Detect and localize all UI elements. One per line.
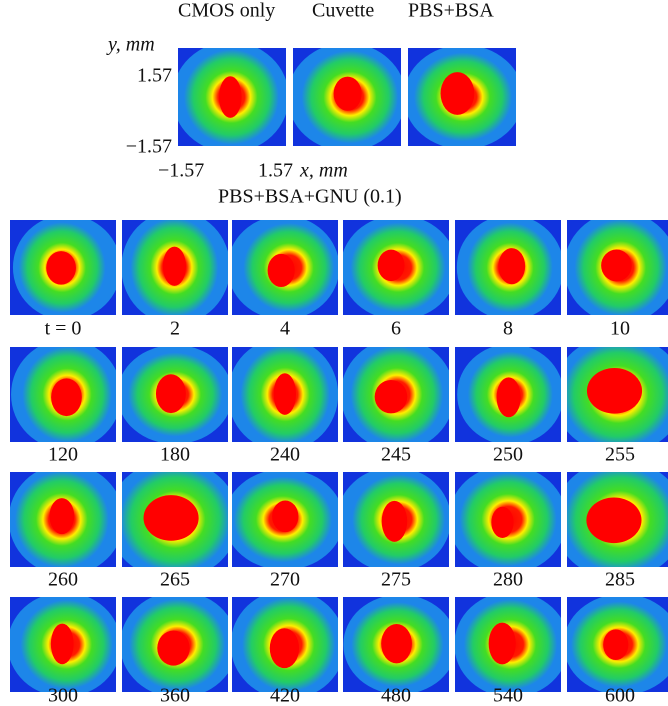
heatmap-core <box>498 248 525 284</box>
heatmap <box>564 594 668 695</box>
heatmap-core <box>375 380 408 413</box>
panel-label: 255 <box>605 444 635 466</box>
heatmap-core <box>497 377 521 417</box>
heatmap <box>228 338 339 451</box>
heatmap-core <box>49 498 74 534</box>
section-title: PBS+BSA+GNU (0.1) <box>218 186 402 208</box>
heatmap <box>9 464 124 575</box>
column-label: CMOS only <box>178 0 275 22</box>
heatmap <box>8 592 121 697</box>
heatmap-core <box>603 629 628 660</box>
panel-label: 240 <box>270 444 300 466</box>
heatmap-core <box>272 501 298 533</box>
panel-label: 2 <box>170 318 180 340</box>
heatmap-core <box>156 374 186 413</box>
heatmap-core <box>51 378 82 416</box>
heatmap <box>117 345 232 444</box>
heatmap-core <box>586 497 641 543</box>
heatmap <box>553 335 668 455</box>
heatmap-core <box>219 76 242 118</box>
heatmap <box>172 42 288 153</box>
x-tick-label: 1.57 <box>258 160 293 182</box>
panel-label: 120 <box>48 444 78 466</box>
panel-label: 360 <box>160 685 190 706</box>
x-axis-label: x, mm <box>299 160 348 182</box>
heatmap-core <box>587 368 642 414</box>
heatmap <box>108 460 239 580</box>
panel-label: 300 <box>48 685 78 706</box>
heatmap-core <box>441 72 475 115</box>
heatmap <box>337 467 451 572</box>
heatmap-core <box>51 624 74 665</box>
panel-label: 6 <box>391 318 401 340</box>
heatmap-core <box>274 373 296 415</box>
heatmap <box>454 592 569 698</box>
heatmap <box>224 469 343 570</box>
heatmap-core <box>157 630 189 665</box>
heatmap-core <box>334 77 362 111</box>
heatmap <box>343 595 457 695</box>
heatmap <box>341 215 457 320</box>
heatmap-core <box>378 250 405 281</box>
heatmap-core <box>489 623 516 665</box>
y-axis-label: y, mm <box>106 34 155 56</box>
heatmap <box>564 212 668 324</box>
heatmap <box>455 215 564 320</box>
heatmap-core <box>601 250 632 282</box>
panel-label: 265 <box>160 569 190 591</box>
y-tick-label: 1.57 <box>137 65 172 87</box>
heatmap <box>553 460 668 580</box>
heatmap-core <box>270 628 299 668</box>
column-label: Cuvette <box>312 0 374 22</box>
heatmap-core <box>144 495 199 541</box>
panel-label: 245 <box>381 444 411 466</box>
panel-label: 8 <box>503 318 513 340</box>
heatmap <box>455 344 564 445</box>
panel-label: 275 <box>381 569 411 591</box>
heatmap <box>288 43 406 151</box>
heatmap <box>231 590 345 699</box>
heatmap <box>120 591 237 697</box>
y-tick-label: −1.57 <box>126 136 172 158</box>
panel-label: 260 <box>48 569 78 591</box>
heatmap-core <box>382 501 407 542</box>
panel-label: 270 <box>270 569 300 591</box>
panel-label: t = 0 <box>45 318 82 340</box>
heatmap-core <box>163 247 186 286</box>
panel-label: 600 <box>605 685 635 706</box>
column-label: PBS+BSA <box>408 0 494 22</box>
panel-label: 250 <box>493 444 523 466</box>
panel-label: 285 <box>605 569 635 591</box>
heatmap <box>227 215 339 319</box>
panel-label: 420 <box>270 685 300 706</box>
x-tick-label: −1.57 <box>158 160 204 182</box>
panel-label: 4 <box>280 318 290 340</box>
heatmap-core <box>491 507 513 538</box>
figure: t = 0 2 4 6 8 10 120 180 240 245 250 255 260 265 270 27… <box>0 0 668 706</box>
heatmap <box>449 465 567 574</box>
heatmap-core <box>46 251 76 285</box>
heatmap <box>341 338 455 450</box>
panel-label: 280 <box>493 569 523 591</box>
panel-label: 180 <box>160 444 190 466</box>
heatmap-core <box>268 254 295 287</box>
heatmap <box>404 45 524 149</box>
heatmap <box>10 215 121 321</box>
panel-label: 540 <box>493 685 523 706</box>
heatmap <box>10 339 122 449</box>
heatmap <box>121 211 230 325</box>
heatmap-core <box>381 624 412 663</box>
panel-label: 480 <box>381 685 411 706</box>
panel-label: 10 <box>610 318 630 340</box>
